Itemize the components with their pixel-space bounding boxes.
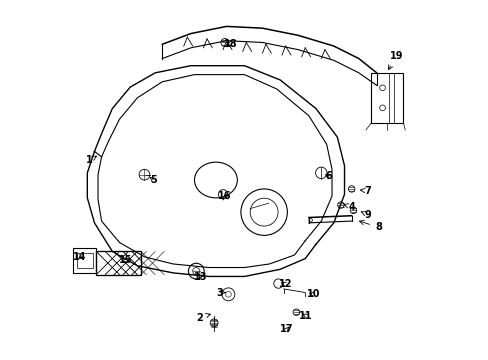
Text: 18: 18	[224, 39, 237, 49]
Text: 14: 14	[73, 252, 86, 262]
Text: 2: 2	[196, 312, 210, 323]
Text: 11: 11	[299, 311, 312, 321]
Text: 7: 7	[360, 186, 370, 196]
Text: 19: 19	[387, 51, 402, 69]
Text: 15: 15	[119, 255, 132, 265]
Text: 1: 1	[85, 156, 96, 165]
Text: 9: 9	[361, 210, 370, 220]
Text: 5: 5	[150, 175, 157, 185]
Text: 3: 3	[216, 288, 225, 297]
Text: 12: 12	[278, 279, 292, 289]
Text: 4: 4	[343, 202, 354, 212]
Text: 8: 8	[359, 220, 381, 232]
Text: 16: 16	[218, 191, 231, 201]
Text: 6: 6	[325, 171, 331, 181]
Text: 17: 17	[279, 324, 293, 334]
Text: 10: 10	[307, 289, 320, 299]
Text: 13: 13	[194, 272, 207, 282]
FancyBboxPatch shape	[96, 251, 141, 275]
